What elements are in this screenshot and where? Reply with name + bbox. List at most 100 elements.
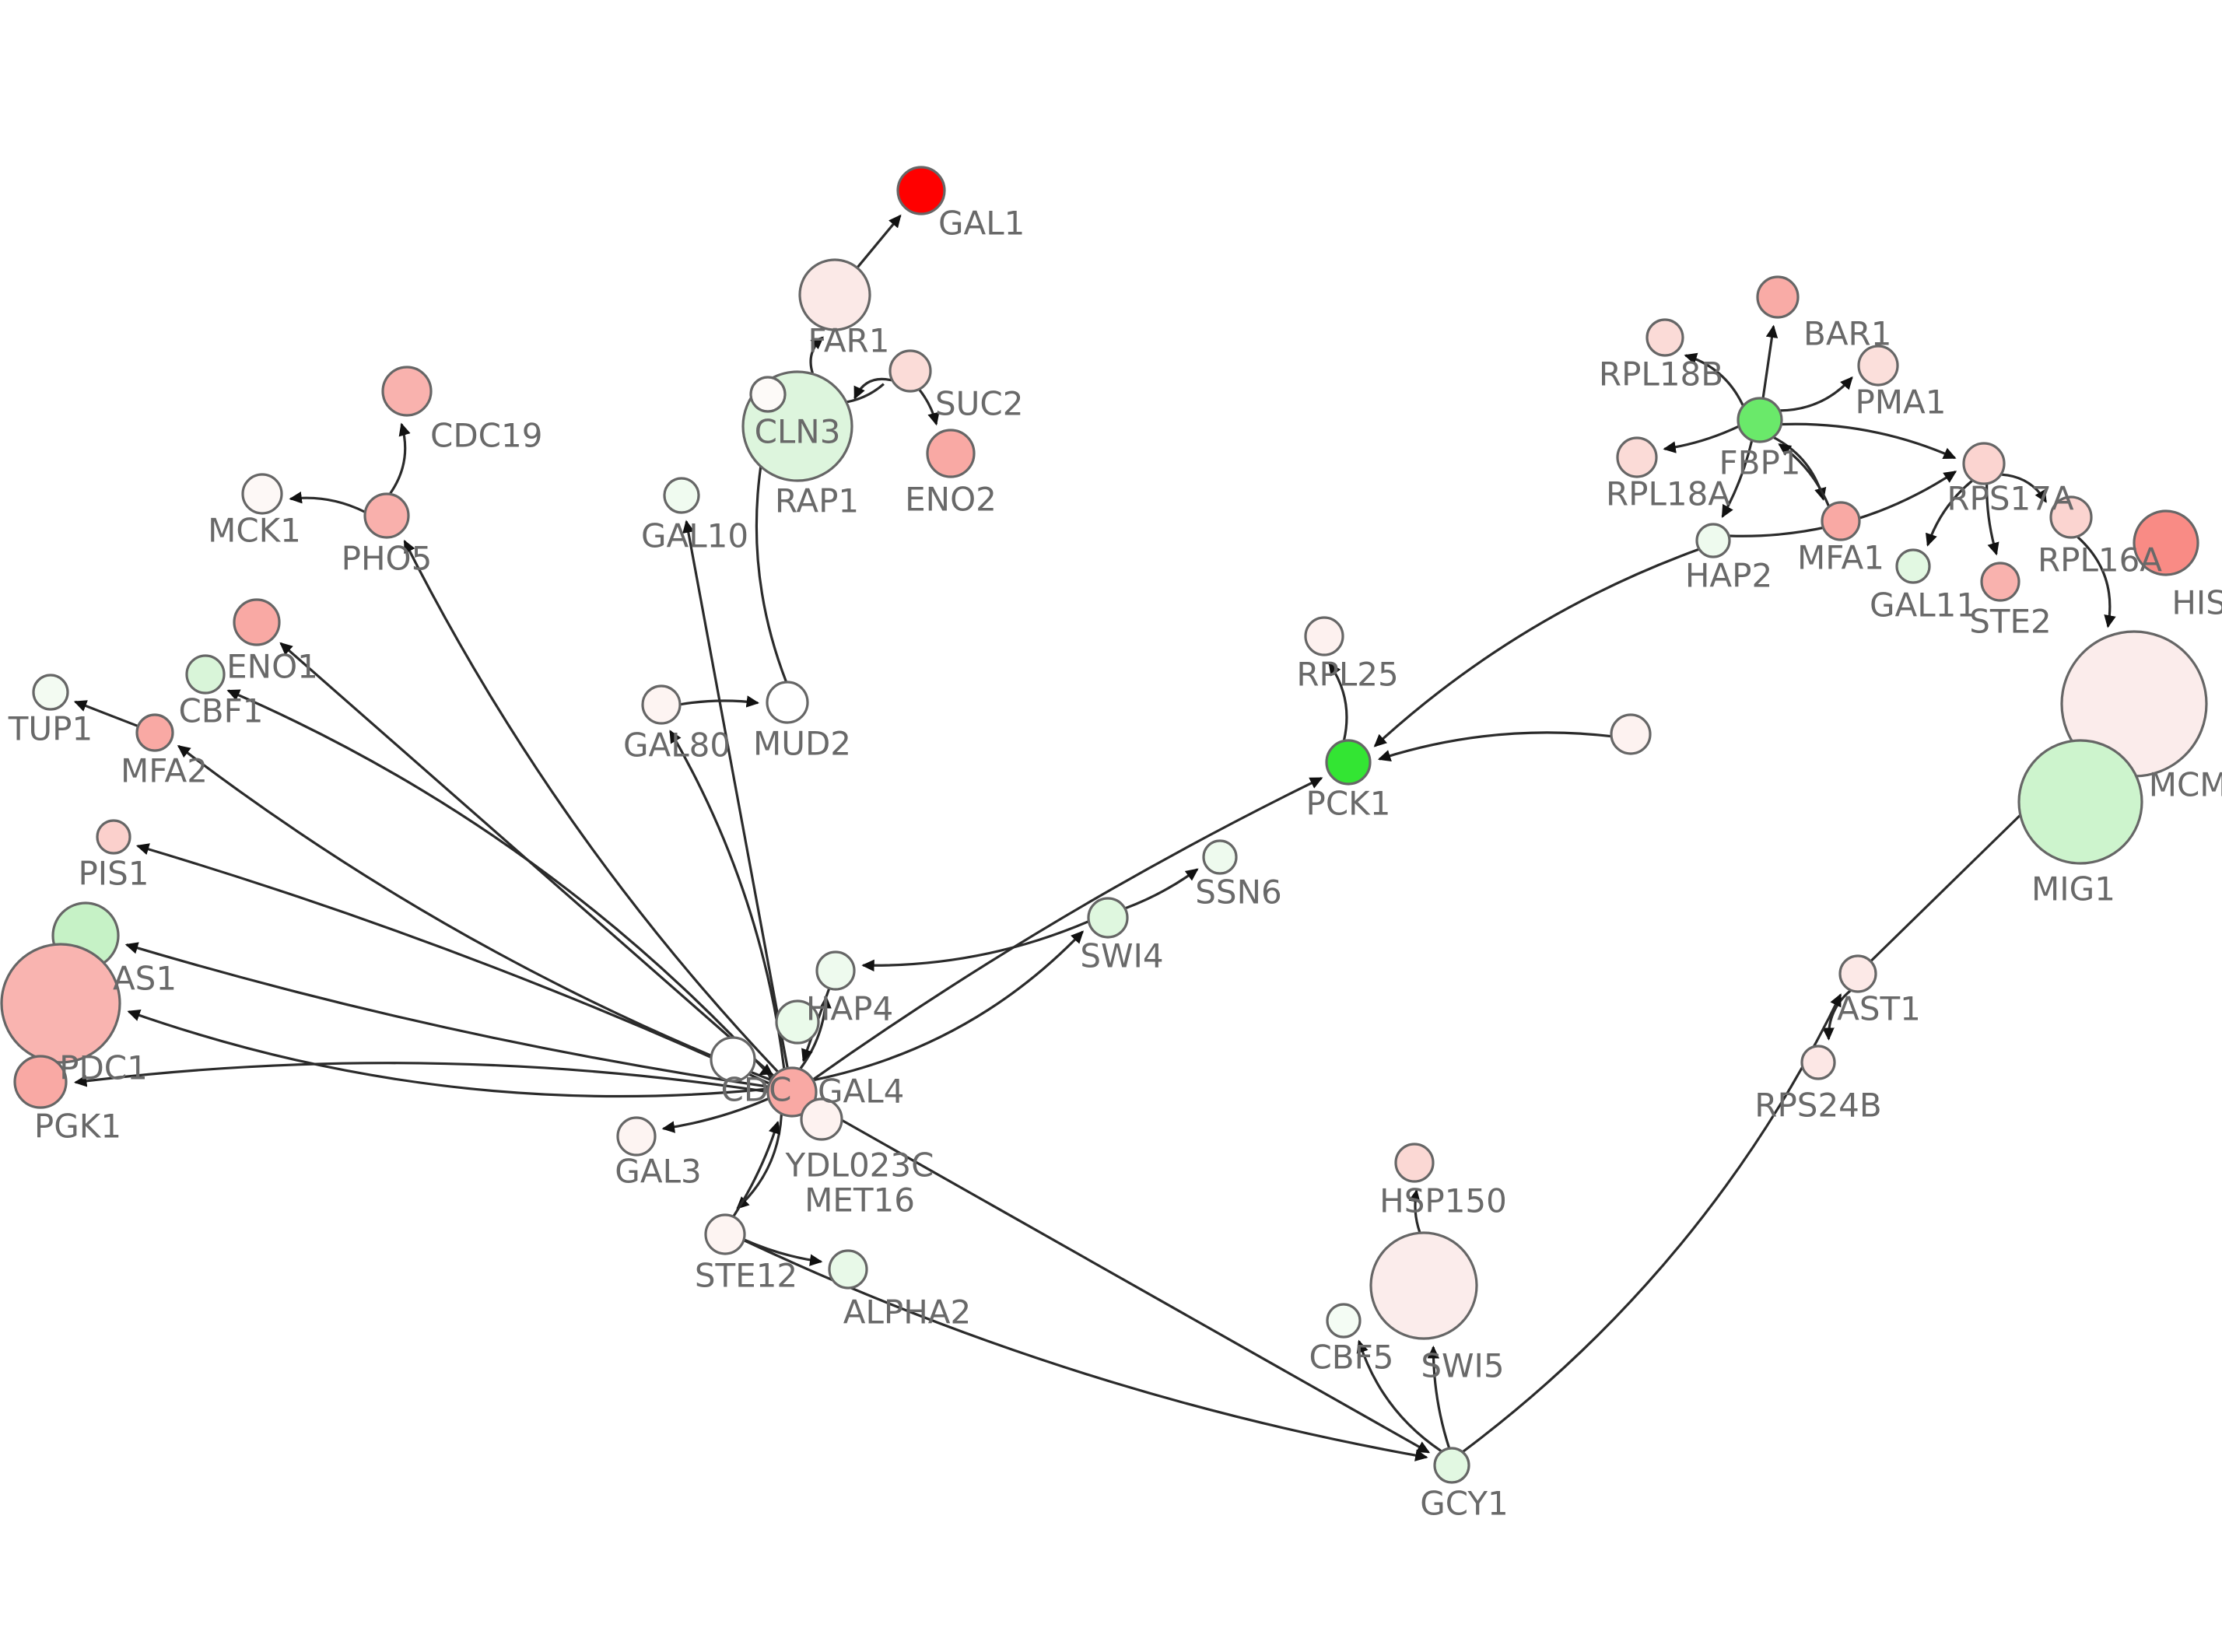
edge-gal4-to-swi4 xyxy=(813,930,1084,1082)
node-ssn6[interactable] xyxy=(1202,839,1238,875)
node-label-pdc1: PDC1 xyxy=(59,1049,148,1087)
node-gcy1[interactable] xyxy=(1433,1447,1470,1484)
node-rpl18a[interactable] xyxy=(1616,436,1658,478)
node-gal10[interactable] xyxy=(663,477,700,514)
node-mck1[interactable] xyxy=(241,473,283,515)
node-rpl18b[interactable] xyxy=(1645,318,1684,357)
node-gal80[interactable] xyxy=(641,684,682,725)
node-label-mcm1: MCM1 xyxy=(2149,766,2222,804)
node-gal3[interactable] xyxy=(616,1116,657,1157)
node-his4[interactable] xyxy=(2133,509,2199,576)
node-label-cbf1: CBF1 xyxy=(178,692,263,730)
node-swi4[interactable] xyxy=(1087,897,1129,939)
edge-rps17a-to-gal11 xyxy=(1926,479,1973,547)
node-label-gal3: GAL3 xyxy=(615,1153,701,1191)
node-label-cbf5: CBF5 xyxy=(1309,1339,1393,1377)
node-pma1[interactable] xyxy=(1857,345,1899,387)
node-met16[interactable] xyxy=(800,1097,843,1141)
node-label-gas1: AS1 xyxy=(113,960,177,998)
node-cbf5[interactable] xyxy=(1326,1303,1362,1339)
node-mfa1[interactable] xyxy=(1821,501,1861,541)
node-eno1[interactable] xyxy=(233,598,281,646)
node-rps17a[interactable] xyxy=(1962,442,2006,485)
node-rpl25[interactable] xyxy=(1304,616,1344,656)
node-label-swi4: SWI4 xyxy=(1080,937,1163,975)
node-gal11[interactable] xyxy=(1895,548,1931,584)
edge-ast1hub-to-pck1 xyxy=(1377,731,1611,762)
node-label-mfa1: MFA1 xyxy=(1797,539,1884,577)
node-far1[interactable] xyxy=(798,258,871,331)
node-label-mig1: MIG1 xyxy=(2031,870,2115,908)
node-bar1[interactable] xyxy=(1756,275,1800,319)
node-suc2[interactable] xyxy=(888,349,932,393)
edge-gal4-to-pck1 xyxy=(812,776,1323,1080)
node-label-tup1: TUP1 xyxy=(8,710,93,748)
node-label-pgk1: PGK1 xyxy=(34,1108,121,1146)
node-label-cdc19: CDC19 xyxy=(430,417,542,455)
node-label-fbp1: FBP1 xyxy=(1719,444,1800,482)
node-swi6[interactable] xyxy=(775,999,820,1045)
node-ast1[interactable] xyxy=(1838,954,1877,993)
edge-gcy1-to-cbf5 xyxy=(1356,1339,1442,1452)
node-label-cln3: CLN3 xyxy=(755,413,841,451)
node-hsp150[interactable] xyxy=(1394,1143,1435,1183)
node-alpha2[interactable] xyxy=(828,1249,868,1290)
edge-gcy1-to-swi5 xyxy=(1427,1346,1450,1448)
node-layer xyxy=(0,166,2208,1484)
node-pdc1[interactable] xyxy=(0,943,121,1064)
edge-mfa2-to-tup1 xyxy=(73,700,138,727)
node-rap1[interactable] xyxy=(749,376,787,413)
node-rpl16a[interactable] xyxy=(2049,495,2093,539)
edge-gal4-to-ste12 xyxy=(736,1114,783,1209)
node-pck1[interactable] xyxy=(1325,739,1372,786)
edge-ste12-to-alpha2 xyxy=(744,1238,823,1266)
node-mfa2[interactable] xyxy=(135,713,174,752)
node-fbp1[interactable] xyxy=(1737,397,1783,443)
node-swi5[interactable] xyxy=(1369,1231,1478,1340)
node-tup1[interactable] xyxy=(32,674,69,711)
edge-rps17a-to-rpl16a xyxy=(2001,473,2048,503)
node-label-ast1: AST1 xyxy=(1837,990,1921,1028)
node-ste12[interactable] xyxy=(704,1213,746,1255)
node-mig1[interactable] xyxy=(2017,739,2143,865)
node-label-rpl18a: RPL18A xyxy=(1606,475,1730,513)
node-rps24b[interactable] xyxy=(1800,1045,1836,1080)
node-label-rpl16a: RPL16A xyxy=(2038,541,2162,579)
edge-gal4-to-pis1 xyxy=(135,843,769,1085)
node-pgk1[interactable] xyxy=(13,1055,68,1109)
node-label-met16: MET16 xyxy=(804,1181,915,1220)
edge-fbp1-to-rps17a xyxy=(1782,422,1957,460)
edge-layer xyxy=(73,214,2116,1461)
node-hap4[interactable] xyxy=(815,950,856,991)
node-cdc19[interactable] xyxy=(381,366,433,417)
node-ste2[interactable] xyxy=(1980,562,2020,602)
edge-suc2-to-cln3 xyxy=(853,377,892,400)
node-label-gcy1: GCY1 xyxy=(1420,1485,1509,1523)
node-pho5[interactable] xyxy=(363,492,410,539)
node-pis1[interactable] xyxy=(96,819,131,855)
edge-ast1-to-rps24b xyxy=(1822,989,1852,1041)
node-label-ssn6: SSN6 xyxy=(1195,873,1281,912)
edge-gal4-to-gal3 xyxy=(661,1097,769,1133)
edge-cln3-to-far1 xyxy=(809,336,824,374)
node-cbf1[interactable] xyxy=(185,654,226,695)
node-cdc39[interactable] xyxy=(710,1036,756,1083)
node-gal1[interactable] xyxy=(896,166,946,215)
node-label-bar1: BAR1 xyxy=(1803,315,1891,353)
edge-gal4-to-pdc1 xyxy=(127,1010,768,1098)
node-label-mfa2: MFA2 xyxy=(121,752,208,790)
node-label-rps17a: RPS17A xyxy=(1947,480,2074,518)
node-ast1hub[interactable] xyxy=(1610,713,1652,755)
edge-fbp1-to-rpl18b xyxy=(1684,352,1744,406)
node-label-eno1: ENO1 xyxy=(226,648,318,686)
edge-fbp1-to-pma1 xyxy=(1780,376,1853,412)
node-label-rpl25: RPL25 xyxy=(1296,656,1398,694)
node-eno2[interactable] xyxy=(926,429,976,478)
edge-hap2-to-pck1 xyxy=(1373,548,1699,747)
node-label-far1: FAR1 xyxy=(808,322,890,360)
node-mud2[interactable] xyxy=(766,681,809,724)
node-hap2[interactable] xyxy=(1695,523,1731,558)
edge-rpl16a-to-mcm1 xyxy=(2077,536,2116,628)
node-gal11b[interactable] xyxy=(766,1066,818,1118)
